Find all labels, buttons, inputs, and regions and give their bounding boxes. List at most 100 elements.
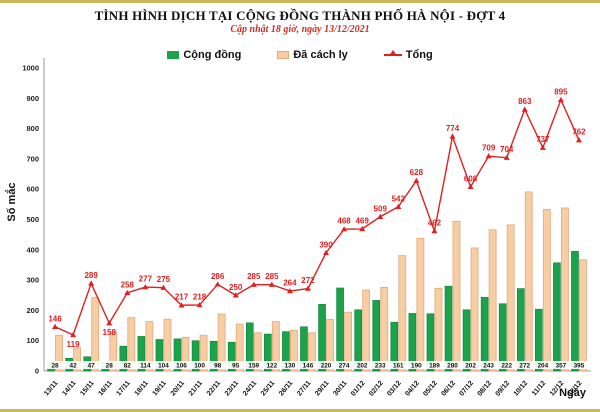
svg-text:709: 709: [482, 144, 496, 153]
svg-text:628: 628: [410, 168, 424, 177]
tan-swatch-icon: [277, 51, 290, 59]
legend-label-cong-dong: Cộng đồng: [183, 49, 242, 61]
svg-text:07/12: 07/12: [458, 380, 475, 398]
bar-cong-dong: [137, 336, 146, 372]
line-marker-icon: [124, 289, 131, 296]
svg-text:15/11: 15/11: [79, 380, 95, 398]
svg-text:500: 500: [26, 215, 39, 224]
bar-cong-dong: [516, 288, 525, 372]
svg-text:09/12: 09/12: [495, 380, 512, 398]
svg-text:106: 106: [176, 363, 187, 370]
bar-da-cach-ly: [452, 220, 461, 372]
line-marker-icon: [395, 203, 402, 209]
svg-text:264: 264: [283, 279, 297, 288]
svg-text:542: 542: [392, 194, 406, 203]
svg-text:272: 272: [301, 276, 315, 285]
bar-da-cach-ly: [199, 334, 208, 372]
legend-item-da-cach-ly: Đã cách ly: [277, 49, 348, 61]
bar-cong-dong: [444, 285, 453, 372]
line-marker-icon: [431, 228, 438, 234]
svg-text:700: 700: [26, 154, 39, 163]
svg-text:22/11: 22/11: [206, 380, 222, 398]
line-marker-icon: [521, 106, 528, 112]
line-marker-icon: [467, 183, 474, 189]
bar-da-cach-ly: [561, 207, 569, 372]
bar-cong-dong: [498, 303, 507, 372]
svg-text:100: 100: [194, 363, 205, 370]
bar-cong-dong: [408, 313, 417, 372]
svg-text:900: 900: [26, 94, 39, 103]
bar-da-cach-ly: [398, 255, 407, 372]
svg-text:863: 863: [518, 97, 532, 106]
bar-cong-dong: [372, 300, 381, 372]
bar-da-cach-ly: [488, 229, 497, 372]
line-marker-icon: [557, 96, 564, 103]
bar-da-cach-ly: [217, 313, 226, 372]
bar-da-cach-ly: [344, 311, 353, 372]
svg-text:08/12: 08/12: [477, 380, 494, 398]
svg-text:800: 800: [26, 124, 39, 133]
bar-da-cach-ly: [109, 331, 118, 372]
line-marker-icon: [575, 137, 582, 143]
svg-text:468: 468: [337, 217, 351, 226]
svg-text:200: 200: [26, 306, 39, 315]
line-marker-icon: [304, 285, 311, 291]
svg-text:11/12: 11/12: [531, 380, 547, 398]
chart-subtitle: Cập nhật 18 giờ, ngày 13/12/2021: [230, 24, 370, 35]
svg-text:21/11: 21/11: [188, 380, 204, 398]
bar-da-cach-ly: [542, 209, 551, 372]
svg-text:19/11: 19/11: [152, 380, 168, 398]
svg-text:202: 202: [357, 363, 368, 370]
svg-text:704: 704: [500, 145, 514, 154]
svg-text:277: 277: [139, 275, 153, 284]
line-marker-icon: [359, 225, 366, 232]
svg-text:218: 218: [193, 292, 207, 301]
svg-text:146: 146: [48, 314, 62, 323]
svg-text:462: 462: [428, 219, 442, 228]
svg-text:03/12: 03/12: [386, 380, 403, 398]
svg-text:05/12: 05/12: [422, 380, 439, 398]
svg-text:0: 0: [35, 367, 39, 376]
line-marker-icon: [250, 281, 257, 287]
bar-cong-dong: [390, 321, 399, 372]
svg-text:762: 762: [572, 128, 586, 137]
line-marker-icon: [142, 284, 149, 290]
line-marker-icon: [485, 153, 492, 159]
bar-da-cach-ly: [127, 317, 136, 372]
legend: Cộng đồng Đã cách ly Tổng: [0, 49, 600, 61]
svg-text:28: 28: [106, 363, 114, 370]
green-swatch-icon: [167, 51, 180, 59]
total-line: 146 119 289 158 258 277 275 217 218 286 250 285 285 2…: [48, 87, 586, 349]
bar-da-cach-ly: [235, 323, 244, 372]
svg-text:202: 202: [465, 363, 476, 370]
bar-cong-dong: [480, 297, 489, 372]
bar-cong-dong: [571, 251, 579, 372]
bar-da-cach-ly: [362, 289, 371, 372]
line-marker-icon: [70, 331, 77, 338]
svg-text:159: 159: [248, 363, 259, 370]
svg-text:220: 220: [321, 363, 332, 370]
svg-text:98: 98: [214, 363, 222, 370]
svg-text:82: 82: [124, 363, 132, 370]
svg-text:130: 130: [285, 363, 296, 370]
svg-text:95: 95: [232, 363, 240, 370]
svg-text:469: 469: [355, 216, 369, 225]
svg-text:30/11: 30/11: [332, 380, 348, 398]
svg-text:233: 233: [375, 363, 386, 370]
bar-cong-dong: [282, 331, 290, 372]
svg-text:04/12: 04/12: [404, 380, 421, 398]
svg-text:217: 217: [175, 293, 189, 302]
line-marker-icon: [196, 301, 203, 308]
bar-da-cach-ly: [289, 329, 298, 372]
svg-text:608: 608: [464, 174, 478, 183]
line-marker-icon: [413, 177, 420, 183]
bar-da-cach-ly: [271, 321, 280, 372]
svg-text:357: 357: [556, 363, 567, 370]
x-axis-title: Ngày: [559, 387, 586, 399]
svg-text:1000: 1000: [22, 64, 39, 73]
line-marker-icon: [106, 320, 113, 326]
bar-cong-dong: [119, 345, 128, 372]
bar-da-cach-ly: [326, 319, 334, 372]
svg-text:28: 28: [51, 363, 59, 370]
bar-cong-dong: [318, 304, 326, 372]
